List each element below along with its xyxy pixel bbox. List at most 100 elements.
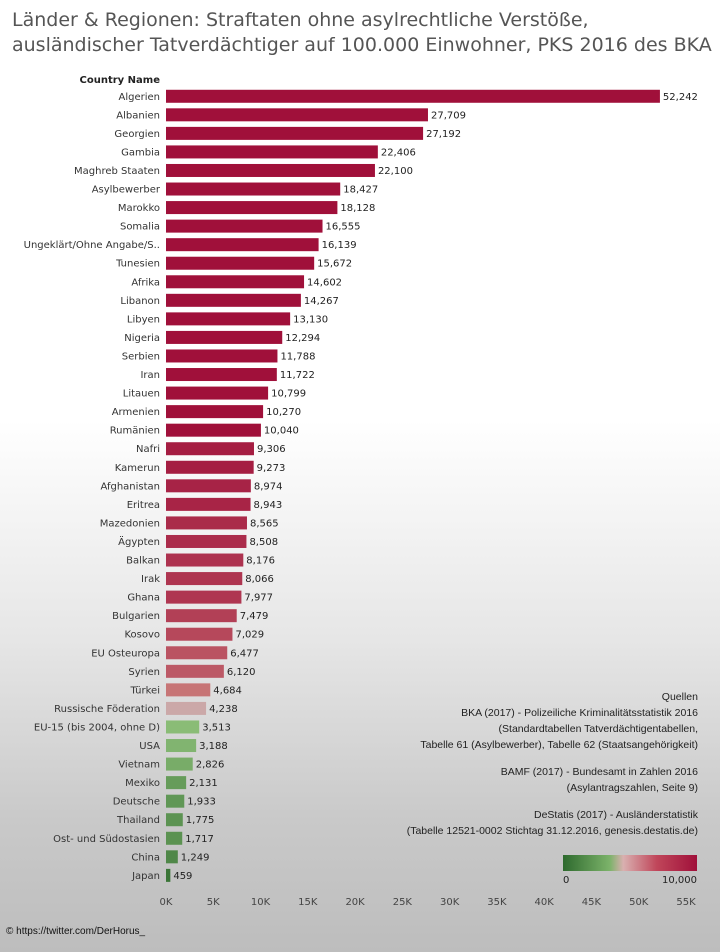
category-label: Somalia [120,222,160,233]
bar-value-label: 459 [173,871,192,882]
bar [166,646,228,660]
bar-value-label: 10,270 [266,407,301,418]
bar [166,831,183,845]
category-label: Asylbewerber [92,185,161,196]
bar [166,442,254,456]
bar [166,590,242,604]
bar-value-label: 9,306 [257,444,286,455]
category-label: Rumänien [110,426,160,437]
bar-value-label: 8,508 [249,537,278,548]
bar-value-label: 52,242 [663,92,698,103]
category-label: Algerien [119,92,161,103]
bar [166,627,233,641]
bar [166,238,319,252]
category-label: Armenien [112,407,160,418]
bar-value-label: 1,775 [186,815,215,826]
source-bka-line-2: (Standardtabellen Tatverdächtigentabelle… [498,723,698,735]
bar [166,868,171,882]
category-label: Irak [141,574,160,585]
bar [166,572,243,586]
category-label: China [131,852,160,863]
category-label: Kamerun [115,463,160,474]
bar-value-label: 8,974 [254,481,283,492]
bar-value-label: 4,238 [209,704,238,715]
x-tick-label: 5K [207,897,220,908]
category-label: Afghanistan [100,481,160,492]
category-label: Ghana [127,593,160,604]
category-label: Ungeklärt/Ohne Angabe/S.. [24,240,160,251]
category-label: Afrika [131,277,160,288]
bar-value-label: 15,672 [317,259,352,270]
bar [166,89,660,103]
bar [166,201,338,215]
bar [166,664,224,678]
source-bamf-line-2: (Asylantragszahlen, Seite 9) [566,782,698,794]
bar-value-label: 12,294 [285,333,320,344]
bar [166,405,264,419]
category-label: Ost- und Südostasien [53,834,160,845]
bar-value-label: 22,100 [378,166,413,177]
x-tick-label: 40K [535,897,555,908]
chart-title: Länder & Regionen: Straftaten ohne asylr… [12,9,712,56]
bar [166,330,283,344]
category-label: EU-15 (bis 2004, ohne D) [34,722,160,733]
color-scale-max-label: 10,000 [662,875,697,886]
bar [166,145,378,159]
bar [166,312,291,326]
category-label: Nafri [136,444,160,455]
category-label: Libanon [120,296,160,307]
color-scale-min-label: 0 [563,875,570,886]
bar [166,349,278,363]
x-tick-label: 0K [160,897,173,908]
bar [166,182,341,196]
bar-value-label: 14,602 [307,277,342,288]
bar [166,553,244,567]
bar [166,609,237,623]
category-label: Iran [140,370,160,381]
bar [166,386,269,400]
x-tick-label: 50K [629,897,649,908]
x-tick-label: 30K [440,897,460,908]
bar [166,293,301,307]
footer-credit: © https://twitter.com/DerHorus_ [6,926,146,937]
bar-value-label: 8,176 [246,556,275,567]
bar-value-label: 7,479 [240,611,269,622]
bar-value-label: 1,249 [181,852,210,863]
bar-value-label: 10,799 [271,389,306,400]
bar-value-label: 2,131 [189,778,218,789]
category-label: Maghreb Staaten [74,166,160,177]
x-tick-label: 55K [676,897,696,908]
color-scale-bar [563,855,697,871]
category-header: Country Name [80,75,161,86]
bar [166,720,200,734]
bar-value-label: 8,943 [254,500,283,511]
category-label: Russische Föderation [54,704,160,715]
bar [166,497,251,511]
bar [166,163,375,177]
category-label: Mazedonien [100,518,160,529]
category-label: Kosovo [124,630,160,641]
category-label: Syrien [128,667,160,678]
bar-value-label: 1,717 [185,834,214,845]
bar [166,479,251,493]
category-label: Litauen [123,389,160,400]
source-destatis-line-2: (Tabelle 12521-0002 Stichtag 31.12.2016,… [406,825,698,837]
bar [166,256,315,270]
bar-value-label: 14,267 [304,296,339,307]
category-label: Libyen [127,314,160,325]
x-tick-label: 20K [345,897,365,908]
bar [166,126,424,140]
bar [166,108,428,122]
bar [166,739,197,753]
bar-value-label: 4,684 [213,685,242,696]
bar-value-label: 6,120 [227,667,256,678]
source-bamf-line-1: BAMF (2017) - Bundesamt in Zahlen 2016 [500,766,698,778]
category-label: Eritrea [127,500,160,511]
bar [166,850,178,864]
bar-value-label: 6,477 [230,648,259,659]
category-label: Mexiko [125,778,160,789]
bar-value-label: 8,066 [245,574,274,585]
bar [166,757,193,771]
category-label: Marokko [118,203,160,214]
